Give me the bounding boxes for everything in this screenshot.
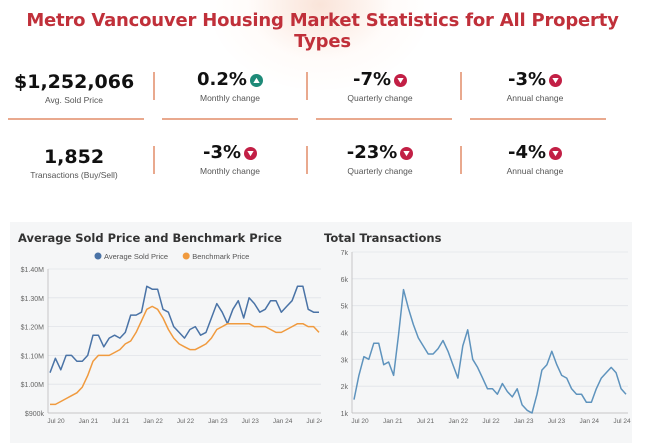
divider: [306, 72, 308, 100]
transactions-monthly-change-label: Monthly change: [199, 166, 260, 176]
divider: [153, 72, 155, 100]
price-annual-change: -3% Annual change: [475, 69, 595, 104]
transactions-x-tick: Jul 22: [482, 418, 500, 425]
price-quarterly-change-value: -7%: [352, 69, 392, 90]
transactions-annual-change-value: -4%: [507, 142, 547, 163]
prices-legend-swatch: [182, 252, 190, 260]
chart-panel-prices: [10, 222, 322, 443]
avg-sold-price-stat: $1,252,066 Avg. Sold Price: [14, 72, 134, 105]
prices-y-tick: $1.20M: [21, 325, 45, 332]
prices-series-line: [49, 285, 319, 373]
transactions-x-tick: Jan 24: [579, 418, 599, 425]
prices-legend-swatch: [94, 252, 102, 260]
divider: [306, 146, 308, 174]
down-arrow-icon: [549, 73, 563, 87]
divider: [460, 72, 462, 100]
down-arrow-icon: [394, 73, 408, 87]
row-separator: [8, 118, 144, 120]
prices-x-tick: Jan 24: [273, 418, 293, 425]
row-separator: [470, 118, 606, 120]
down-arrow-icon: [549, 146, 563, 160]
prices-y-tick: $1.00M: [21, 382, 45, 389]
prices-x-tick: Jul 24: [306, 418, 322, 425]
transactions-x-tick: Jul 21: [417, 418, 435, 425]
price-quarterly-change: -7% Quarterly change: [320, 69, 440, 104]
page-title: Metro Vancouver Housing Market Statistic…: [26, 10, 619, 52]
prices-chart-title: Average Sold Price and Benchmark Price: [18, 231, 282, 245]
divider: [153, 146, 155, 174]
prices-y-tick: $1.40M: [21, 267, 45, 274]
transactions-value: 1,852: [43, 146, 105, 168]
transactions-y-tick: 3k: [341, 357, 349, 364]
transactions-annual-change-label: Annual change: [506, 166, 564, 176]
price-annual-change-value: -3%: [507, 69, 547, 90]
price-monthly-change-value: 0.2%: [197, 69, 247, 90]
transactions-y-tick: 2k: [341, 384, 349, 391]
transactions-chart: 1k 2k 3k 4k 5k 6k 7k Jul 20 Jan 21 Jul 21 Jan 22 Ju…: [341, 250, 631, 425]
transactions-stat: 1,852 Transactions (Buy/Sell): [14, 147, 134, 180]
prices-x-tick: Jan 21: [79, 418, 99, 425]
transactions-y-tick: 7k: [341, 250, 349, 257]
prices-legend-label: Benchmark Price: [192, 252, 249, 261]
prices-y-tick: $1.10M: [21, 353, 45, 360]
avg-sold-price-value: $1,252,066: [14, 71, 135, 93]
transactions-y-tick: 6k: [341, 277, 349, 284]
row-separator: [316, 118, 452, 120]
prices-legend-label: Average Sold Price: [104, 252, 168, 261]
transactions-quarterly-change-label: Quarterly change: [347, 166, 413, 176]
transactions-x-tick: Jan 22: [448, 418, 468, 425]
prices-x-tick: Jul 23: [242, 418, 260, 425]
transactions-y-tick: 1k: [341, 411, 349, 418]
prices-x-tick: Jul 22: [177, 418, 195, 425]
up-arrow-icon: [249, 73, 263, 87]
prices-y-tick: $900k: [25, 411, 45, 418]
down-arrow-icon: [400, 146, 414, 160]
divider: [460, 146, 462, 174]
transactions-x-tick: Jul 24: [613, 418, 631, 425]
prices-chart: $900k $1.00M $1.10M $1.20M $1.30M $1.40M Jul 2…: [21, 252, 322, 425]
transactions-x-tick: Jul 20: [351, 418, 369, 425]
price-quarterly-change-label: Quarterly change: [347, 93, 413, 103]
prices-series-line: [50, 305, 320, 406]
transactions-label: Transactions (Buy/Sell): [30, 170, 118, 180]
prices-x-tick: Jan 23: [208, 418, 228, 425]
down-arrow-icon: [244, 146, 258, 160]
transactions-chart-title: Total Transactions: [324, 231, 442, 245]
transactions-x-tick: Jul 23: [548, 418, 566, 425]
row-separator: [162, 118, 298, 120]
transactions-y-tick: 5k: [341, 304, 349, 311]
prices-x-tick: Jul 21: [112, 418, 130, 425]
transactions-x-tick: Jan 23: [514, 418, 534, 425]
price-annual-change-label: Annual change: [506, 93, 564, 103]
transactions-quarterly-change: -23% Quarterly change: [320, 143, 440, 176]
price-monthly-change: 0.2% Monthly change: [170, 70, 290, 103]
transactions-annual-change: -4% Annual change: [475, 142, 595, 177]
price-monthly-change-label: Monthly change: [199, 93, 260, 103]
prices-y-tick: $1.30M: [21, 296, 45, 303]
transactions-monthly-change-value: -3%: [202, 142, 242, 163]
transactions-x-tick: Jan 21: [383, 418, 403, 425]
transactions-y-tick: 4k: [341, 331, 349, 338]
transactions-quarterly-change-value: -23%: [346, 142, 398, 163]
avg-sold-price-label: Avg. Sold Price: [45, 95, 103, 105]
transactions-monthly-change: -3% Monthly change: [170, 142, 290, 177]
transactions-series-line: [353, 288, 627, 414]
prices-x-tick: Jan 22: [143, 418, 163, 425]
prices-x-tick: Jul 20: [47, 418, 65, 425]
